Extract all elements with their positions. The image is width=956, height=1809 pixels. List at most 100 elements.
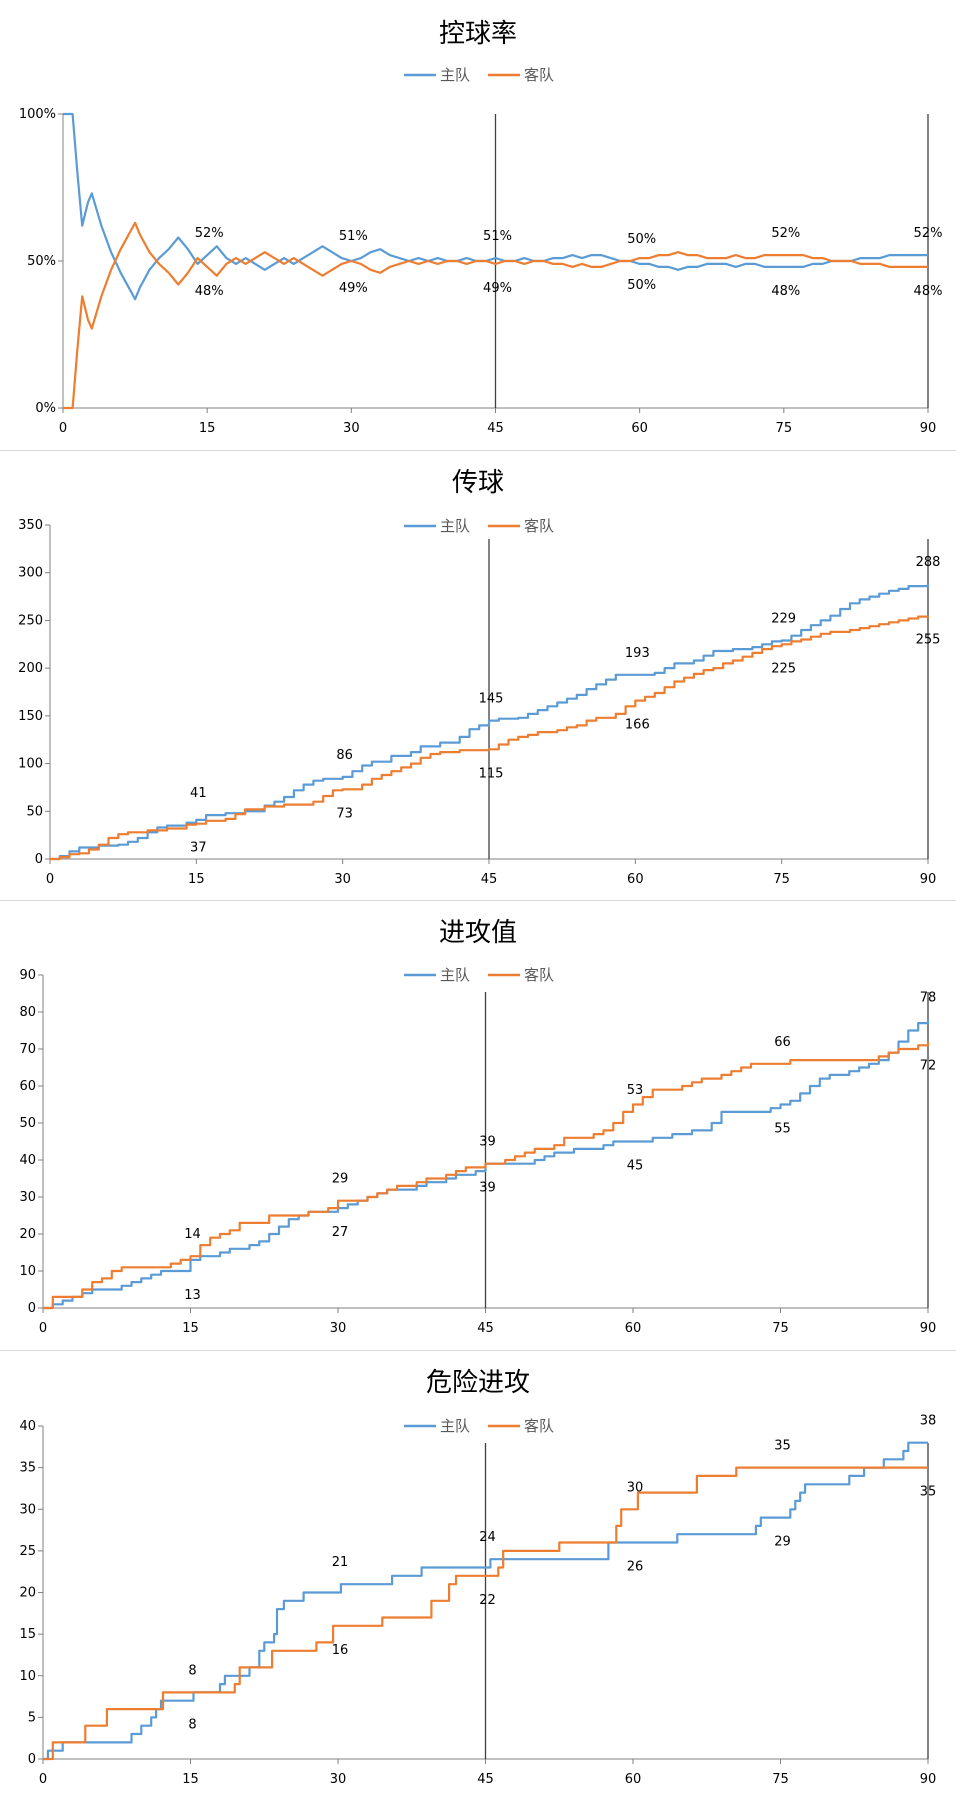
data-label: 29 bbox=[774, 1535, 791, 1550]
legend-home-label: 主队 bbox=[440, 966, 470, 984]
legend-away-label: 客队 bbox=[524, 966, 554, 984]
attack-chart-panel: 进攻值 主队 客队 0 10 20 30 40 50 60 70 80 90 0 15 30 45 60 75 90 1… bbox=[0, 900, 956, 1350]
data-label: 24 bbox=[479, 1530, 496, 1545]
data-label: 193 bbox=[625, 646, 650, 661]
x-tick-label: 75 bbox=[773, 872, 790, 887]
legend-home-label: 主队 bbox=[440, 66, 470, 84]
data-label: 45 bbox=[627, 1159, 644, 1174]
x-tick-label: 45 bbox=[477, 1772, 494, 1787]
chart-title: 进攻值 bbox=[439, 918, 517, 948]
legend-home-label: 主队 bbox=[440, 517, 470, 535]
y-tick-label: 0 bbox=[28, 1752, 36, 1767]
data-label: 48% bbox=[771, 284, 800, 299]
x-tick-label: 60 bbox=[627, 872, 644, 887]
chart-legend: 主队 客队 bbox=[404, 1417, 554, 1435]
chart-title: 控球率 bbox=[439, 19, 517, 49]
y-tick-label: 5 bbox=[28, 1710, 36, 1725]
data-label: 255 bbox=[916, 633, 941, 648]
y-tick-label: 35 bbox=[19, 1461, 36, 1476]
x-tick-label: 90 bbox=[920, 1321, 937, 1336]
data-label: 16 bbox=[332, 1643, 349, 1658]
data-label: 41 bbox=[190, 786, 207, 801]
x-tick-label: 0 bbox=[46, 872, 54, 887]
chart-legend: 主队 客队 bbox=[404, 966, 554, 984]
y-tick-label: 20 bbox=[19, 1227, 36, 1242]
y-tick-label: 90 bbox=[19, 968, 36, 983]
y-tick-label: 40 bbox=[19, 1419, 36, 1434]
data-label: 78 bbox=[920, 990, 937, 1005]
data-label: 38 bbox=[920, 1414, 937, 1429]
x-tick-label: 75 bbox=[772, 1321, 789, 1336]
x-tick-label: 30 bbox=[330, 1321, 347, 1336]
x-tick-label: 0 bbox=[59, 421, 67, 436]
y-tick-label: 30 bbox=[19, 1190, 36, 1205]
y-tick-label: 50 bbox=[19, 1116, 36, 1131]
home-series-line bbox=[43, 1019, 930, 1310]
y-tick-label: 50 bbox=[26, 804, 43, 819]
legend-away-label: 客队 bbox=[524, 1417, 554, 1435]
x-tick-label: 30 bbox=[343, 421, 360, 436]
data-label: 52% bbox=[771, 226, 800, 241]
data-label: 51% bbox=[483, 229, 512, 244]
y-tick-label: 10 bbox=[19, 1669, 36, 1684]
x-tick-label: 60 bbox=[625, 1321, 642, 1336]
x-tick-label: 90 bbox=[920, 1772, 937, 1787]
data-label: 30 bbox=[627, 1480, 644, 1495]
x-tick-label: 75 bbox=[776, 421, 793, 436]
data-label: 48% bbox=[914, 284, 943, 299]
data-label: 229 bbox=[771, 611, 796, 626]
data-label: 53 bbox=[627, 1083, 644, 1098]
data-label: 145 bbox=[479, 692, 504, 707]
x-tick-label: 30 bbox=[330, 1772, 347, 1787]
data-label: 39 bbox=[479, 1181, 496, 1196]
y-tick-label: 25 bbox=[19, 1544, 36, 1559]
danger-chart-panel: 危险进攻 主队 客队 0 5 10 15 20 25 30 35 40 0 15 30 45 60 75 90 8 8 2… bbox=[0, 1350, 956, 1804]
data-label: 55 bbox=[774, 1122, 791, 1137]
away-series-line bbox=[43, 1041, 930, 1310]
x-tick-label: 15 bbox=[182, 1772, 199, 1787]
y-tick-label: 60 bbox=[19, 1079, 36, 1094]
x-tick-label: 15 bbox=[199, 421, 216, 436]
y-tick-label: 20 bbox=[19, 1586, 36, 1601]
data-label: 14 bbox=[184, 1227, 201, 1242]
data-label: 27 bbox=[332, 1225, 349, 1240]
legend-away-label: 客队 bbox=[524, 517, 554, 535]
x-tick-label: 0 bbox=[39, 1321, 47, 1336]
home-series-line bbox=[50, 584, 930, 861]
data-label: 22 bbox=[479, 1593, 496, 1608]
data-label: 13 bbox=[184, 1288, 201, 1303]
y-tick-label: 0 bbox=[28, 1301, 36, 1316]
chart-legend: 主队 客队 bbox=[404, 66, 554, 84]
x-tick-label: 30 bbox=[334, 872, 351, 887]
chart-divider bbox=[0, 900, 956, 901]
y-tick-label: 150 bbox=[18, 709, 43, 724]
y-tick-label: 0% bbox=[35, 401, 56, 416]
y-tick-label: 250 bbox=[18, 613, 43, 628]
y-tick-label: 80 bbox=[19, 1005, 36, 1020]
data-label: 52% bbox=[195, 226, 224, 241]
data-label: 21 bbox=[332, 1555, 349, 1570]
chart-legend: 主队 客队 bbox=[404, 517, 554, 535]
x-tick-label: 75 bbox=[772, 1772, 789, 1787]
y-tick-label: 50% bbox=[27, 254, 56, 269]
data-label: 35 bbox=[774, 1439, 791, 1454]
x-tick-label: 45 bbox=[487, 421, 504, 436]
data-label: 225 bbox=[771, 661, 796, 676]
legend-away-label: 客队 bbox=[524, 66, 554, 84]
data-label: 8 bbox=[188, 1663, 196, 1678]
chart-title: 危险进攻 bbox=[426, 1368, 530, 1398]
data-label: 39 bbox=[479, 1135, 496, 1150]
y-tick-label: 100% bbox=[19, 107, 56, 122]
x-tick-label: 15 bbox=[182, 1321, 199, 1336]
data-label: 73 bbox=[336, 806, 353, 821]
y-tick-label: 350 bbox=[18, 518, 43, 533]
data-label: 166 bbox=[625, 718, 650, 733]
data-label: 49% bbox=[483, 281, 512, 296]
data-label: 50% bbox=[627, 232, 656, 247]
away-series-line bbox=[63, 221, 928, 410]
data-label: 86 bbox=[336, 748, 353, 763]
